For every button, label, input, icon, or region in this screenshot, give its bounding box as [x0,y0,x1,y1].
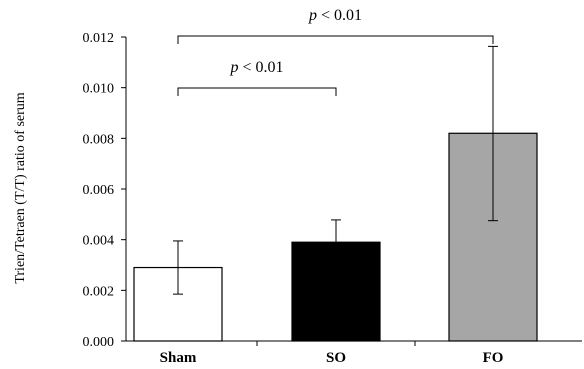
category-label-sham: Sham [160,350,197,366]
y-ticks: 0.000 0.002 0.004 0.006 0.008 0.010 0.012 [83,31,416,350]
significance-bracket [177,87,337,96]
significance-label: p < 0.01 [308,7,362,24]
y-tick-label: 0.002 [83,284,115,299]
significance-brackets: p < 0.01 p < 0.01 [177,7,494,96]
y-tick-label: 0.006 [83,183,115,198]
y-tick-label: 0.012 [83,31,115,46]
category-label-fo: FO [483,350,504,366]
y-tick-label: 0.000 [83,335,115,350]
significance-label: p < 0.01 [229,59,283,76]
category-labels: Sham SO FO [160,350,504,366]
category-label-so: SO [326,350,346,366]
y-tick-label: 0.010 [83,82,115,97]
significance-bracket [177,35,494,44]
y-axis-label: Trien/Tetraen (T/T) ratio of serum [13,92,28,283]
y-tick-label: 0.008 [83,132,115,147]
y-tick-label: 0.004 [83,234,115,249]
error-bars [173,45,498,295]
